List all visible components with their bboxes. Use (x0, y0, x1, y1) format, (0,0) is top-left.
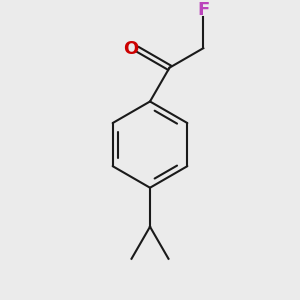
Text: O: O (123, 40, 138, 58)
Text: F: F (197, 1, 209, 19)
